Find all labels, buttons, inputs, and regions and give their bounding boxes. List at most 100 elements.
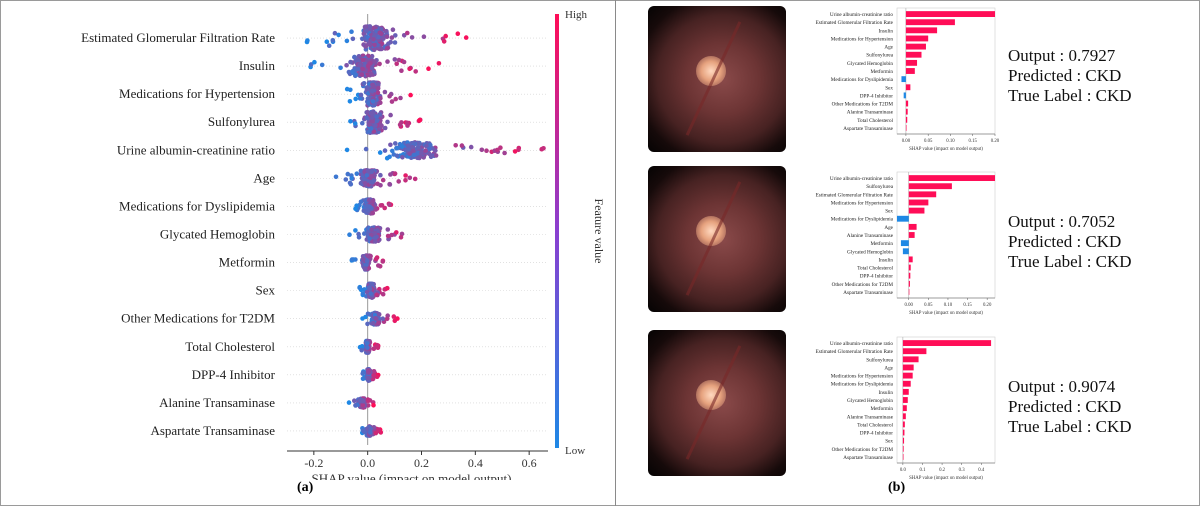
shap-point [338, 65, 343, 71]
x-tick-label: 0.15 [969, 139, 978, 144]
shap-point [369, 174, 374, 179]
shap-point [399, 144, 405, 149]
feature-label: Alanine Transaminase [159, 395, 275, 410]
shap-point [468, 144, 474, 150]
shap-point [390, 148, 395, 154]
shap-point [350, 36, 356, 42]
shap-bar [905, 11, 995, 17]
true-label: True Label : CKD [1008, 86, 1132, 105]
shap-bar [908, 232, 915, 238]
shap-point [344, 86, 350, 92]
shap-point [389, 35, 395, 40]
category-label: Medications for Hypertension [831, 35, 894, 42]
shap-bar [905, 19, 955, 26]
x-tick-label: 0.00 [905, 303, 914, 308]
shap-point [484, 148, 489, 153]
shap-point [365, 311, 371, 317]
shap-point [380, 291, 386, 297]
shap-point [375, 85, 381, 91]
fundus-image-2 [648, 166, 788, 316]
shap-point [389, 99, 395, 104]
shap-point [347, 99, 353, 104]
shap-bar [901, 76, 906, 83]
true-label: True Label : CKD [1008, 417, 1132, 436]
shap-point [371, 129, 377, 134]
shap-point [407, 151, 412, 156]
shap-point [385, 285, 390, 291]
feature-label: Medications for Hypertension [119, 86, 275, 101]
colorbar [555, 14, 559, 448]
shap-point [459, 143, 465, 148]
shap-point [373, 239, 378, 244]
shap-point [369, 72, 374, 77]
x-tick-label: 0.05 [924, 139, 933, 144]
shap-point [371, 346, 377, 352]
shap-point [392, 40, 398, 45]
category-label: Urine albumin-creatinine ratio [830, 341, 893, 347]
shap-bar [902, 364, 914, 371]
shap-point [375, 342, 380, 348]
shap-point [368, 291, 374, 296]
shap-point [349, 29, 354, 34]
shap-point [371, 178, 377, 183]
shap-point [387, 93, 392, 99]
shap-point [405, 123, 410, 128]
category-label: Urine albumin-creatinine ratio [830, 12, 893, 18]
shap-point [346, 69, 352, 75]
shap-point [305, 38, 310, 43]
fundus-image-1 [648, 6, 788, 156]
category-label: Sex [885, 439, 893, 445]
shap-point [365, 345, 370, 350]
shap-point [380, 259, 386, 264]
shap-bar [905, 84, 911, 91]
shap-point [371, 25, 377, 31]
shap-point [385, 46, 390, 51]
shap-point [372, 59, 377, 64]
shap-point [392, 57, 398, 62]
category-label: Total Cholesterol [857, 118, 893, 124]
category-label: Medications for Hypertension [831, 199, 894, 206]
shap-point [352, 121, 358, 126]
shap-point [367, 24, 373, 29]
shap-point [368, 430, 373, 435]
shap-point [376, 312, 382, 317]
shap-point [350, 69, 355, 74]
x-tick-label: 0.20 [983, 303, 992, 308]
shap-point [373, 430, 379, 436]
category-label: Estimated Glomerular Filtration Rate [816, 192, 894, 198]
shap-point [360, 398, 366, 404]
shap-point [371, 373, 377, 378]
shap-point [332, 30, 338, 36]
category-label: Sulfonylurea [866, 183, 893, 190]
shap-point [365, 63, 371, 69]
shap-point [436, 61, 442, 66]
category-label: Glycated Hemoglobin [847, 249, 893, 255]
shap-point [324, 39, 330, 44]
shap-point [377, 150, 383, 155]
category-label: Alanine Transaminase [847, 233, 894, 239]
shap-point [429, 153, 435, 158]
feature-label: Medications for Dyslipidemia [119, 198, 275, 213]
shap-point [360, 57, 366, 63]
shap-bar [905, 27, 938, 34]
category-label: Sulfonylurea [866, 356, 893, 363]
shap-bar [902, 388, 909, 395]
shap-point [433, 148, 438, 153]
shap-point [376, 320, 382, 326]
shap-bar [902, 405, 907, 412]
category-label: Medications for Dyslipidemia [831, 216, 894, 223]
shap-point [349, 176, 355, 181]
shap-point [370, 210, 376, 216]
shap-point [423, 148, 428, 153]
shap-point [403, 178, 408, 183]
shap-point [361, 257, 366, 262]
shap-point [373, 123, 378, 128]
shap-point [360, 36, 365, 42]
shap-point [357, 96, 363, 101]
shap-bar [905, 108, 908, 115]
feature-label: Total Cholesterol [185, 339, 275, 354]
shap-point [387, 202, 392, 208]
feature-label: Sex [256, 283, 276, 298]
shap-bar [902, 356, 919, 363]
category-label: Estimated Glomerular Filtration Rate [816, 20, 894, 26]
